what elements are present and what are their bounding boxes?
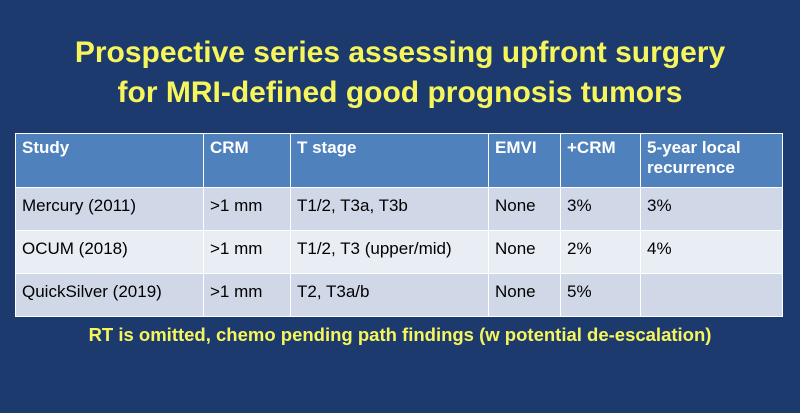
slide-title: for MRI-defined good prognosis tumors	[117, 76, 683, 109]
empty-cell	[640, 273, 783, 317]
table-cell: T2, T3a/b	[290, 273, 489, 317]
header-cell: +CRM	[560, 133, 641, 188]
table-cell: 5%	[560, 273, 641, 317]
table-cell: >1 mm	[203, 187, 291, 231]
table-cell: None	[488, 273, 561, 317]
table-cell: None	[488, 187, 561, 231]
header-row: Study CRM T stage EMVI +CRM 5-year local recu…	[15, 133, 783, 188]
data-table: Study CRM T stage EMVI +CRM 5-year local recu…	[15, 133, 783, 317]
table-cell: Mercury (2011)	[15, 187, 204, 231]
table-cell: >1 mm	[203, 230, 291, 274]
header-cell: EMVI	[488, 133, 561, 188]
table-cell: T1/2, T3 (upper/mid)	[290, 230, 489, 274]
table-cell: None	[488, 230, 561, 274]
table-row: OCUM (2018) >1 mm T1/2, T3 (upper/mid) None…	[15, 230, 783, 274]
header-cell: 5-year local recurrence	[640, 133, 783, 188]
footer-note: RT is omitted, chemo pending path findin…	[88, 324, 712, 345]
table-cell: 3%	[560, 187, 641, 231]
header-cell: Study	[15, 133, 204, 188]
slide-title: Prospective series assessing upfront sur…	[74, 36, 726, 69]
table-cell: OCUM (2018)	[15, 230, 204, 274]
table-cell: 2%	[560, 230, 641, 274]
table-row: Mercury (2011) >1 mm T1/2, T3a, T3b None 3% 3…	[15, 187, 783, 231]
header-cell: CRM	[203, 133, 291, 188]
table-cell: >1 mm	[203, 273, 291, 317]
header-cell: T stage	[290, 133, 489, 188]
table-cell: 4%	[640, 230, 783, 274]
table-cell: 3%	[640, 187, 783, 231]
table-cell: T1/2, T3a, T3b	[290, 187, 489, 231]
table-row: QuickSilver (2019) >1 mm T2, T3a/b None 5%	[15, 273, 783, 317]
table-cell: QuickSilver (2019)	[15, 273, 204, 317]
